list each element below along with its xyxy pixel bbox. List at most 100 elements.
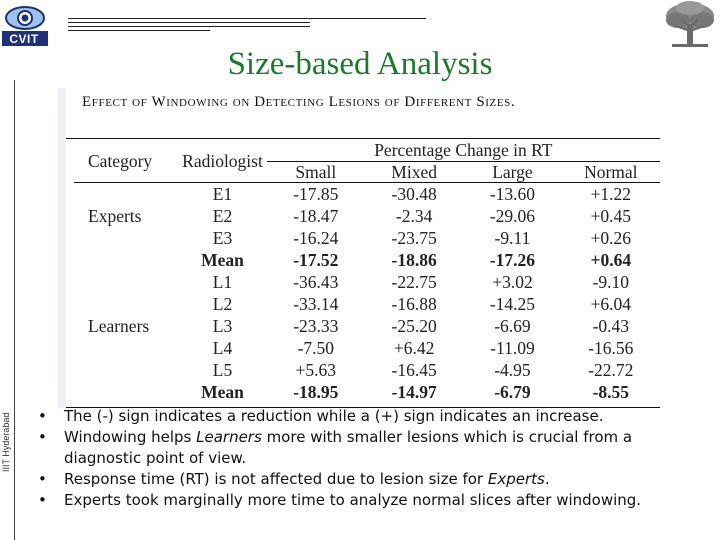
category-cell (74, 381, 178, 403)
radiologist-cell: Mean (201, 250, 244, 270)
header-normal: Normal (561, 161, 660, 183)
table-header-row: Category Radiologist Percentage Change i… (74, 139, 660, 183)
header-rule (68, 30, 210, 31)
category-cell (74, 359, 178, 381)
table-row: L1 -36.43 -22.75 +3.02 -9.10 (74, 271, 660, 293)
value-cell: -9.10 (592, 272, 630, 292)
note-text: more with smaller lesions which is cruci… (64, 428, 633, 467)
category-cell (74, 337, 178, 359)
value-cell: -16.45 (391, 360, 437, 380)
value-cell: +1.22 (590, 184, 632, 204)
value-cell: -23.75 (391, 228, 437, 248)
header-rule (68, 26, 310, 27)
header-large: Large (463, 161, 562, 183)
table-row: E3 -16.24 -23.75 -9.11 +0.26 (74, 227, 660, 249)
note-item: • Windowing helps Learners more with smal… (38, 427, 708, 469)
header-group: Percentage Change in RT (266, 139, 660, 162)
note-text: Response time (RT) is not affected due t… (64, 470, 488, 488)
value-cell: +0.26 (590, 228, 632, 248)
tree-logo-icon (666, 1, 714, 47)
value-cell: -11.09 (490, 338, 535, 358)
notes-list: • The (-) sign indicates a reduction whil… (38, 406, 708, 511)
radiologist-cell: E1 (212, 184, 233, 204)
side-divider (14, 80, 15, 540)
value-cell: -33.14 (293, 294, 339, 314)
value-cell: -13.60 (489, 184, 536, 204)
radiologist-cell: E3 (212, 228, 233, 248)
radiologist-cell: Mean (201, 382, 244, 402)
category-cell: Experts (88, 206, 142, 226)
value-cell: +5.63 (295, 360, 337, 380)
category-cell (74, 183, 178, 206)
table-subheader-row: Small Mixed Large Normal (74, 161, 660, 183)
value-cell: -36.43 (293, 272, 339, 292)
note-item: • Experts took marginally more time to an… (38, 490, 708, 511)
value-cell: -16.56 (588, 338, 634, 358)
value-cell: -16.88 (391, 294, 437, 314)
value-cell: -23.33 (293, 316, 339, 336)
value-cell: -14.97 (391, 382, 437, 402)
value-cell: -2.34 (395, 206, 433, 226)
value-cell: -0.43 (592, 316, 630, 336)
table-bottom-rule (66, 407, 660, 408)
table-row: L4 -7.50 +6.42 -11.09 -16.56 (74, 337, 660, 359)
category-cell (74, 249, 178, 271)
table-top-rule (66, 138, 660, 139)
value-cell: -8.55 (592, 382, 630, 402)
value-cell: -18.95 (293, 382, 339, 402)
table-row: Mean -17.52 -18.86 -17.26 +0.64 (74, 249, 660, 271)
logo-text: CVIT (9, 32, 39, 46)
note-text: Experts (487, 470, 545, 488)
slide-title: Size-based Analysis (227, 46, 493, 82)
table-row: Experts E2 -18.47 -2.34 -29.06 +0.45 (74, 205, 660, 227)
table-caption: Effect of Windowing on Detecting Lesions… (82, 94, 516, 110)
note-text: Learners (196, 428, 262, 446)
header-radiologist: Radiologist (178, 139, 267, 183)
value-cell: -22.72 (588, 360, 634, 380)
table-row: L5 +5.63 -16.45 -4.95 -22.72 (74, 359, 660, 381)
cvit-eye-logo-icon (2, 6, 48, 46)
note-item: • Response time (RT) is not affected due … (38, 469, 708, 490)
value-cell: -25.20 (391, 316, 437, 336)
value-cell: -9.11 (494, 228, 531, 248)
value-cell: +0.64 (590, 250, 632, 270)
category-cell (74, 227, 178, 249)
radiologist-cell: L2 (212, 294, 233, 314)
table-row: Learners L3 -23.33 -25.20 -6.69 -0.43 (74, 315, 660, 337)
value-cell: +3.02 (492, 272, 533, 292)
header-mixed: Mixed (364, 161, 464, 183)
value-cell: +0.45 (590, 206, 632, 226)
category-cell: Learners (88, 316, 150, 336)
bullet-icon: • (38, 470, 47, 488)
side-institution-label: IIIT Hyderabad (1, 412, 11, 472)
value-cell: -14.25 (489, 294, 536, 314)
value-cell: -22.75 (391, 272, 437, 292)
radiologist-cell: L5 (212, 360, 233, 380)
header-rule (68, 22, 310, 23)
value-cell: -6.69 (494, 316, 531, 336)
category-cell (74, 271, 178, 293)
value-cell: -29.06 (489, 206, 536, 226)
header-small: Small (266, 161, 365, 183)
table-row: Mean -18.95 -14.97 -6.79 -8.55 (74, 381, 660, 403)
value-cell: -17.85 (293, 184, 339, 204)
value-cell: -16.24 (293, 228, 339, 248)
value-cell: -17.52 (293, 250, 339, 270)
value-cell: +6.42 (393, 338, 435, 358)
radiologist-cell: L4 (212, 338, 233, 358)
header-rule (68, 18, 426, 19)
value-cell: -30.48 (391, 184, 437, 204)
table-row: E1 -17.85 -30.48 -13.60 +1.22 (74, 183, 660, 206)
note-text: . (544, 470, 550, 488)
value-cell: -7.50 (297, 338, 335, 358)
note-text: The (-) sign indicates a reduction while… (64, 407, 604, 425)
bullet-icon: • (38, 407, 47, 425)
table-row: L2 -33.14 -16.88 -14.25 +6.04 (74, 293, 660, 315)
radiologist-cell: L1 (212, 272, 233, 292)
bullet-icon: • (38, 491, 47, 509)
header-category: Category (74, 139, 179, 183)
value-cell: -4.95 (494, 360, 531, 380)
value-cell: -6.79 (494, 382, 531, 402)
radiologist-cell: L3 (212, 316, 233, 336)
results-table: Category Radiologist Percentage Change i… (74, 139, 660, 403)
